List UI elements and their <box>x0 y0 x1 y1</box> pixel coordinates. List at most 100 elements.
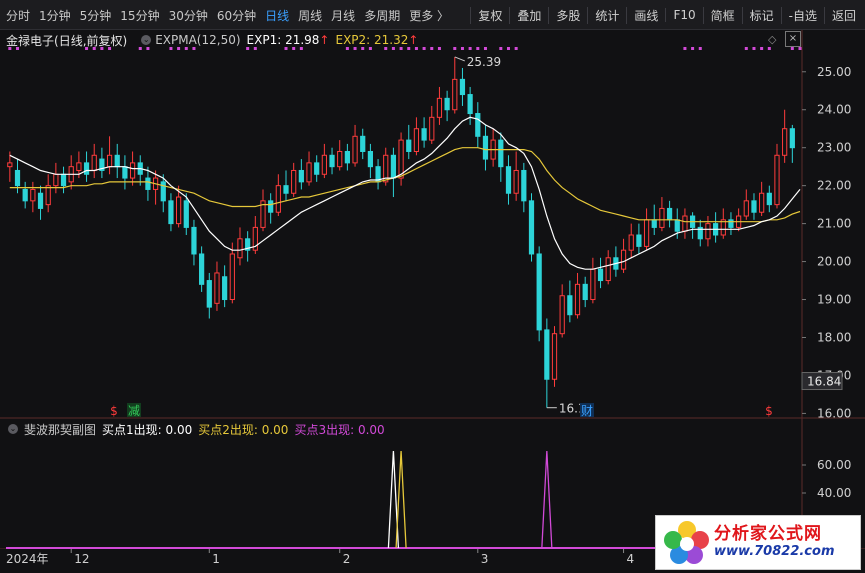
candle-body <box>99 158 105 171</box>
candle-body <box>398 139 404 179</box>
signal-dot <box>506 47 510 50</box>
statistics-button[interactable]: 统计 <box>587 6 626 24</box>
event-marker: $ <box>110 404 118 418</box>
price-tick-label: 22.00 <box>817 179 851 193</box>
signal-dot <box>760 47 764 50</box>
candle-body <box>628 234 634 251</box>
signal-dot <box>138 47 142 50</box>
signal-dot <box>476 47 480 50</box>
signal-dot <box>460 47 464 50</box>
candle-body <box>145 177 151 190</box>
signal-dot <box>353 47 357 50</box>
candle-body <box>751 200 757 213</box>
exp1-up-arrow: ↑ <box>319 33 330 47</box>
candle-body <box>789 128 795 149</box>
back-button[interactable]: 返回 <box>823 6 863 24</box>
price-tick-label: 18.00 <box>817 330 851 344</box>
high-pointer <box>454 56 465 62</box>
candle-body <box>321 154 327 175</box>
candle-body <box>605 257 611 282</box>
candle-body <box>329 154 335 168</box>
stock-name[interactable]: 金禄电子 <box>6 33 55 48</box>
event-marker: 财 <box>581 404 593 418</box>
tab-multi-period[interactable]: 多周期 <box>364 8 401 23</box>
signal-dot <box>85 47 89 50</box>
tab-intraday[interactable]: 分时 <box>6 8 31 23</box>
signal-dot <box>468 47 472 50</box>
mark-button[interactable]: 标记 <box>741 6 781 24</box>
price-tick-label: 20.00 <box>817 255 851 269</box>
exp2-value: EXP2: 21.32 <box>335 33 409 47</box>
indicator-collapse-icon[interactable]: ⌄ <box>8 424 18 434</box>
tab-1min[interactable]: 1分钟 <box>39 8 71 23</box>
candle-body <box>659 207 665 228</box>
candle-body <box>298 169 304 183</box>
watermark-title: 分析家公式网 <box>714 523 822 544</box>
candle-body <box>191 226 197 255</box>
signal-dot <box>752 47 756 50</box>
watermark-logo: 分析家公式网 www.70822.com <box>655 515 861 570</box>
signal-dot <box>299 47 303 50</box>
candle-body <box>129 162 136 179</box>
time-axis-label: 2 <box>343 552 351 566</box>
multi-stock-button[interactable]: 多股 <box>548 6 587 24</box>
tab-60min[interactable]: 60分钟 <box>216 8 257 23</box>
draw-line-button[interactable]: 画线 <box>626 6 665 24</box>
tab-30min[interactable]: 30分钟 <box>168 8 208 23</box>
candle-body <box>720 219 726 236</box>
collapse-icon[interactable]: ⌄ <box>141 35 152 45</box>
indicator-name[interactable]: EXPMA(12,50) <box>155 33 241 47</box>
time-axis-label: 1 <box>212 552 220 566</box>
candle-body <box>314 162 320 175</box>
candle-body <box>344 150 350 164</box>
signal-dot <box>92 47 96 50</box>
indicator-panel-name[interactable]: 斐波那契副图 <box>24 422 97 437</box>
candle-body <box>782 128 788 156</box>
close-panel-icon[interactable]: × <box>785 31 801 47</box>
candle-body <box>544 329 550 380</box>
tab-more[interactable]: 更多 〉 <box>409 8 450 23</box>
tab-weekly[interactable]: 周线 <box>298 8 323 23</box>
exp1-line <box>9 116 801 270</box>
signal-dot <box>368 47 372 50</box>
tab-daily[interactable]: 日线 <box>265 8 290 23</box>
simple-frame-button[interactable]: 简框 <box>702 6 742 24</box>
candle-body <box>774 154 780 206</box>
signal-dot <box>184 47 188 50</box>
diamond-icon[interactable]: ◇ <box>768 33 777 46</box>
f10-button[interactable]: F10 <box>665 8 702 22</box>
time-axis-label: 2024年 <box>6 552 49 566</box>
candle-body <box>459 78 466 96</box>
tab-5min[interactable]: 5分钟 <box>79 8 112 23</box>
buy-signal-spike <box>541 450 553 549</box>
main-legend: 金禄电子 (日线,前复权) ⌄ EXPMA(12,50) EXP1: 21.98… <box>0 30 805 50</box>
candle-body <box>114 154 120 168</box>
action-buttons: 复权 叠加 多股 统计 画线 F10 简框 标记 -自选 返回 <box>470 0 863 30</box>
time-axis-label: 12 <box>74 552 89 566</box>
remove-watchlist-button[interactable]: -自选 <box>780 6 824 24</box>
candle-body <box>551 333 558 380</box>
candle-body <box>291 169 297 194</box>
signal-dot <box>100 47 104 50</box>
signal-dot <box>16 47 20 50</box>
candle-body <box>22 188 28 202</box>
candle-body <box>643 219 650 247</box>
adjust-button[interactable]: 复权 <box>470 6 509 24</box>
candle-body <box>728 219 734 228</box>
signal-dot <box>767 47 771 50</box>
cursor-price-box <box>801 372 843 391</box>
price-tick-label: 19.00 <box>817 293 851 307</box>
tab-15min[interactable]: 15分钟 <box>120 8 160 23</box>
candle-body <box>337 150 343 168</box>
signal-dot <box>384 47 388 50</box>
candle-body <box>252 226 258 251</box>
signal-dot <box>430 47 434 50</box>
candle-body <box>505 166 512 194</box>
signal-dot <box>284 47 288 50</box>
candle-body <box>183 200 189 228</box>
price-tick-label: 23.00 <box>817 141 851 155</box>
candle-body <box>682 215 688 232</box>
overlay-button[interactable]: 叠加 <box>509 6 548 24</box>
tab-monthly[interactable]: 月线 <box>331 8 356 23</box>
